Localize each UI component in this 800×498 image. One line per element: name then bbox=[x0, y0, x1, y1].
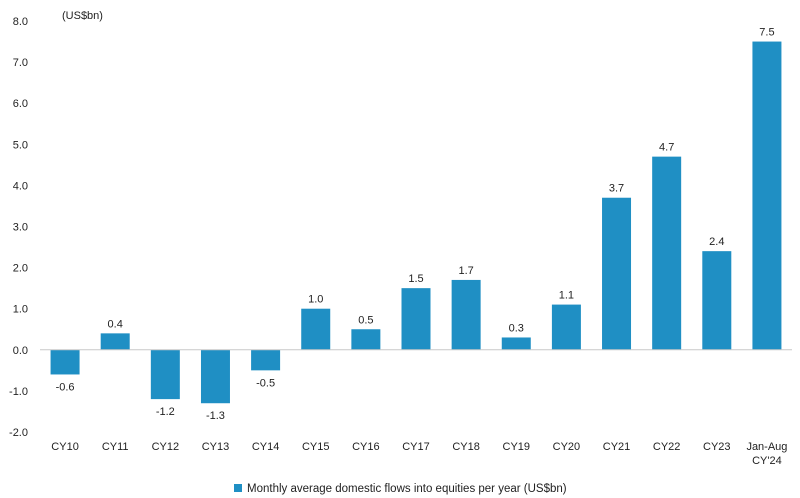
bar bbox=[702, 251, 732, 350]
data-label: 0.4 bbox=[108, 318, 123, 330]
data-label: 1.0 bbox=[308, 294, 323, 306]
bar bbox=[602, 197, 632, 350]
data-label: 7.5 bbox=[759, 27, 774, 39]
bar bbox=[200, 349, 230, 404]
bar bbox=[150, 349, 180, 400]
x-tick-label: CY15 bbox=[302, 441, 330, 453]
x-tick-label: CY21 bbox=[603, 441, 631, 453]
y-axis: -2.0 -1.0 0.0 1.0 2.0 3.0 4.0 5.0 6.0 7.0 8.0 bbox=[9, 16, 28, 439]
legend-swatch bbox=[234, 484, 242, 492]
bar bbox=[401, 288, 431, 350]
bar bbox=[251, 349, 281, 371]
x-tick-label: CY18 bbox=[452, 441, 480, 453]
x-tick-label: CY17 bbox=[402, 441, 430, 453]
bar bbox=[501, 337, 531, 350]
y-tick-label: 6.0 bbox=[13, 98, 28, 110]
x-tick-label: CY23 bbox=[703, 441, 731, 453]
y-tick-label: 5.0 bbox=[13, 139, 28, 151]
bar bbox=[50, 349, 80, 375]
y-tick-label: 8.0 bbox=[13, 16, 28, 28]
y-tick-label: 7.0 bbox=[13, 57, 28, 69]
unit-label-group: (US$bn) bbox=[62, 10, 103, 22]
y-tick-label: 4.0 bbox=[13, 180, 28, 192]
data-label: 0.5 bbox=[358, 314, 373, 326]
bar bbox=[301, 308, 331, 350]
bar bbox=[100, 333, 130, 350]
y-tick-label: -2.0 bbox=[9, 427, 28, 439]
x-tick-label: CY11 bbox=[102, 441, 129, 453]
data-label: -1.3 bbox=[206, 410, 225, 422]
bar bbox=[652, 156, 682, 350]
data-label: 4.7 bbox=[659, 142, 674, 154]
y-tick-label: -1.0 bbox=[9, 386, 28, 398]
bars bbox=[50, 41, 782, 404]
data-labels: -0.6 0.4 -1.2 -1.3 -0.5 1.0 0.5 1.5 1.7 0.3 1.1 3.7… bbox=[56, 27, 775, 423]
data-label: 0.3 bbox=[509, 322, 524, 334]
x-tick-label: CY10 bbox=[51, 441, 79, 453]
data-label: -1.2 bbox=[156, 406, 175, 418]
x-tick-label: Jan-Aug CY'24 bbox=[746, 441, 787, 467]
legend-label: Monthly average domestic flows into equi… bbox=[247, 483, 567, 495]
bar bbox=[752, 41, 782, 350]
data-label: -0.5 bbox=[256, 377, 275, 389]
data-label: 1.7 bbox=[458, 265, 473, 277]
legend: Monthly average domestic flows into equi… bbox=[234, 483, 567, 495]
x-tick-label: CY22 bbox=[653, 441, 681, 453]
data-label: 1.1 bbox=[559, 290, 574, 302]
y-tick-label: 1.0 bbox=[13, 304, 28, 316]
x-axis: CY10 CY11 CY12 CY13 CY14 CY15 CY16 CY17 CY18 CY19… bbox=[51, 441, 787, 467]
bar bbox=[551, 304, 581, 350]
x-tick-label: CY14 bbox=[252, 441, 280, 453]
x-tick-label: CY16 bbox=[352, 441, 380, 453]
y-tick-label: 2.0 bbox=[13, 263, 28, 275]
y-tick-label: 0.0 bbox=[13, 345, 28, 357]
unit-label: (US$bn) bbox=[62, 10, 103, 22]
x-tick-label: CY19 bbox=[503, 441, 531, 453]
bar bbox=[451, 279, 481, 350]
data-label: 1.5 bbox=[408, 273, 423, 285]
x-tick-label: CY20 bbox=[553, 441, 581, 453]
data-label: 3.7 bbox=[609, 183, 624, 195]
bar bbox=[351, 329, 381, 350]
y-tick-label: 3.0 bbox=[13, 222, 28, 234]
x-tick-label: CY13 bbox=[202, 441, 230, 453]
data-label: 2.4 bbox=[709, 236, 724, 248]
data-label: -0.6 bbox=[56, 381, 75, 393]
x-tick-label: CY12 bbox=[152, 441, 180, 453]
